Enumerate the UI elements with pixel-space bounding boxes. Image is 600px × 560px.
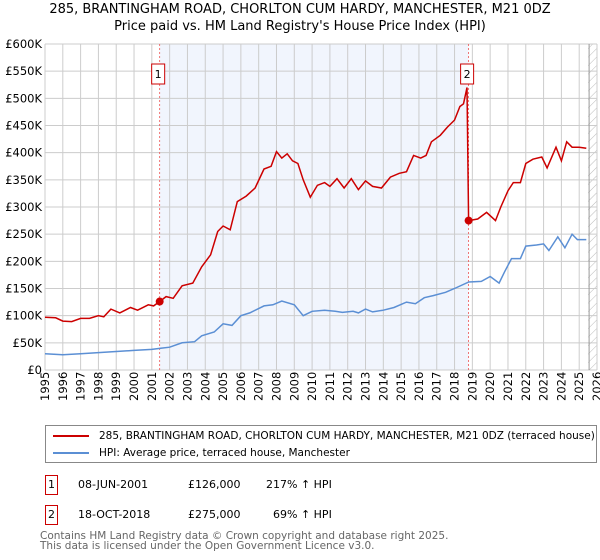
y-tick-label: £100K (5, 309, 42, 323)
y-tick-label: £150K (5, 282, 42, 296)
sale-label-box (151, 63, 166, 85)
chart-title: 285, BRANTINGHAM ROAD, CHORLTON CUM HARD… (49, 2, 551, 17)
x-tick-label: 2008 (269, 372, 283, 401)
x-tick-label: 2005 (216, 372, 230, 401)
property-price-line (44, 87, 587, 323)
x-tick-label: 2023 (537, 372, 551, 401)
legend-label-property: 285, BRANTINGHAM ROAD, CHORLTON CUM HARD… (99, 430, 595, 442)
x-tick-label: 2013 (359, 372, 373, 401)
y-tick-label: £600K (5, 37, 42, 51)
transaction-date: 08-JUN-2001 (78, 478, 149, 491)
x-tick-label: 2009 (287, 372, 301, 401)
y-tick-label: £400K (5, 146, 42, 160)
transaction-price: £275,000 (188, 508, 241, 521)
x-tick-label: 2021 (501, 372, 515, 401)
transaction-hpi: 69% ↑ HPI (273, 508, 332, 521)
y-tick-label: £300K (5, 200, 42, 214)
y-tick-label: £50K (13, 336, 43, 350)
x-tick-label: 2012 (341, 372, 355, 401)
footer: Contains HM Land Registry data © Crown c… (40, 530, 449, 552)
transaction-marker: 1 (45, 475, 58, 495)
x-tick-label: 2022 (519, 372, 533, 401)
x-tick-label: 1998 (91, 372, 105, 401)
x-tick-label: 2024 (554, 372, 568, 401)
transaction-date: 18-OCT-2018 (78, 508, 151, 521)
x-tick-label: 2018 (448, 372, 462, 401)
price-chart: 1995 1996 1997 1998 1999 2000 2001 2002 2003 2004… (5, 37, 600, 401)
transaction-price: £126,000 (188, 478, 241, 491)
x-tick-label: 2007 (252, 372, 266, 401)
transaction-marker: 2 (45, 505, 58, 525)
x-tick-label: 1999 (109, 372, 123, 401)
legend-red-line (53, 435, 89, 437)
legend: 285, BRANTINGHAM ROAD, CHORLTON CUM HARD… (45, 425, 597, 463)
x-tick-label: 2020 (483, 372, 497, 401)
x-tick-label: 2010 (305, 372, 319, 401)
x-tick-label: 2016 (412, 372, 426, 401)
x-tick-label: 2003 (180, 372, 194, 401)
transaction-hpi: 217% ↑ HPI (266, 478, 332, 491)
x-tick-label: 2011 (323, 372, 337, 401)
sale-point (155, 297, 164, 306)
x-tick-label: 2002 (163, 372, 177, 401)
y-tick-label: £250K (5, 227, 42, 241)
footer-copyright: Contains HM Land Registry data © Crown c… (40, 530, 449, 542)
chart-subtitle: Price paid vs. HM Land Registry's House … (114, 19, 486, 34)
legend-blue-line (53, 452, 89, 454)
x-tick-label: 2019 (465, 372, 479, 401)
x-tick-label: 1996 (56, 372, 70, 401)
x-tick-label: 2026 (590, 372, 600, 401)
x-tick-label: 2017 (430, 372, 444, 401)
y-tick-label: £200K (5, 254, 42, 268)
y-tick-label: £500K (5, 91, 42, 105)
x-tick-label: 2015 (394, 372, 408, 401)
y-tick-label: £350K (5, 173, 42, 187)
hpi-line (44, 232, 587, 356)
x-tick-label: 2014 (376, 372, 390, 401)
x-tick-label: 1995 (38, 372, 52, 401)
x-tick-label: 2001 (145, 372, 159, 401)
x-tick-label: 2004 (198, 372, 212, 401)
footer-licence: This data is licensed under the Open Gov… (40, 540, 375, 552)
y-tick-label: £450K (5, 119, 42, 133)
y-tick-label: £550K (5, 64, 42, 78)
y-tick-label: £0 (27, 363, 42, 377)
sale-point (464, 216, 473, 225)
x-tick-label: 2006 (234, 372, 248, 401)
legend-label-hpi: HPI: Average price, terraced house, Manc… (99, 447, 350, 459)
x-tick-label: 2025 (572, 372, 586, 401)
x-tick-label: 2000 (127, 372, 141, 401)
sale-label-box (460, 63, 475, 85)
sale-label: 1 (155, 68, 162, 81)
x-tick-label: 1997 (74, 372, 88, 401)
sale-label: 2 (464, 68, 471, 81)
